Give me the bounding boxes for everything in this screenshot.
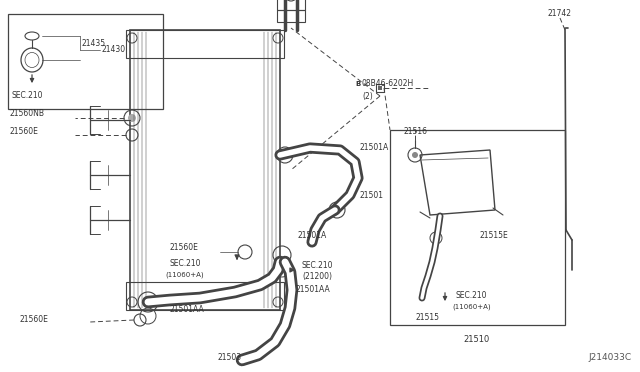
Text: (11060+A): (11060+A) [452, 304, 491, 310]
Text: 21501A: 21501A [298, 231, 327, 240]
Text: 21560E: 21560E [170, 244, 199, 253]
Text: 21435: 21435 [82, 39, 106, 48]
Text: 21510: 21510 [464, 334, 490, 343]
Text: 21501: 21501 [360, 192, 384, 201]
Text: 21430: 21430 [102, 45, 126, 55]
Circle shape [128, 114, 136, 122]
Text: 21560E: 21560E [10, 128, 39, 137]
Bar [8, 14, 163, 109]
Bar [390, 130, 565, 325]
Text: 21515: 21515 [415, 314, 439, 323]
Bar [126, 30, 284, 58]
Text: 21515E: 21515E [480, 231, 509, 240]
Text: (21200): (21200) [302, 273, 332, 282]
Circle shape [412, 152, 418, 158]
Text: 21560NB: 21560NB [10, 109, 45, 119]
Text: SEC.210: SEC.210 [302, 262, 333, 270]
Bar [378, 86, 382, 90]
Text: SEC.210: SEC.210 [170, 260, 202, 269]
Text: (11060+A): (11060+A) [165, 272, 204, 278]
Text: 21560E: 21560E [20, 314, 49, 324]
Bar [376, 84, 384, 92]
Text: (2): (2) [362, 92, 372, 100]
Bar [126, 282, 284, 310]
Bar [130, 30, 280, 310]
Text: 21516: 21516 [404, 128, 428, 137]
Text: SEC.210: SEC.210 [12, 90, 44, 99]
Text: B: B [355, 81, 360, 87]
Text: 21503: 21503 [218, 353, 242, 362]
Text: 21501AA: 21501AA [170, 305, 205, 314]
Bar [277, 0, 305, 10]
Text: SEC.210: SEC.210 [455, 291, 486, 299]
Text: 08B46-6202H: 08B46-6202H [362, 80, 414, 89]
Text: J214033C: J214033C [589, 353, 632, 362]
Text: 21501A: 21501A [360, 144, 389, 153]
Text: 21501AA: 21501AA [295, 285, 330, 295]
Bar [277, 10, 305, 22]
Text: 21742: 21742 [548, 10, 572, 19]
